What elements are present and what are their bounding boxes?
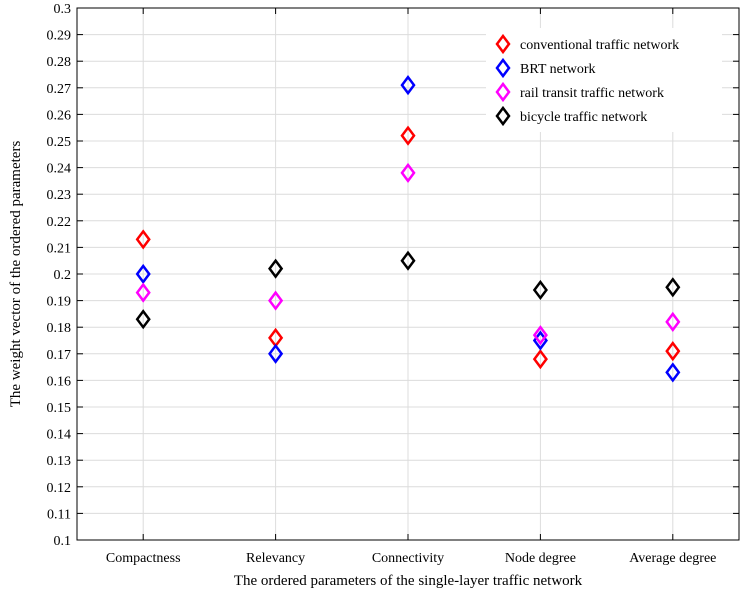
y-tick-label: 0.25 xyxy=(47,135,72,150)
legend-marker xyxy=(495,33,511,55)
y-tick-label: 0.15 xyxy=(47,401,72,416)
grid xyxy=(77,7,739,541)
legend-label: BRT network xyxy=(520,62,596,77)
x-axis: Compactness Relevancy Connectivity Node deg… xyxy=(106,8,716,566)
x-axis-label: The ordered parameters of the single-lay… xyxy=(234,573,583,589)
y-tick-label: 0.18 xyxy=(47,321,72,336)
y-tick-label: 0.26 xyxy=(47,108,72,123)
data-point xyxy=(400,250,416,271)
legend-marker xyxy=(495,57,511,79)
y-tick-label: 0.17 xyxy=(47,348,72,363)
y-tick-label: 0.3 xyxy=(54,2,72,17)
legend-label: bicycle traffic network xyxy=(520,110,647,125)
data-point xyxy=(268,258,284,279)
data-point xyxy=(135,263,151,285)
y-tick-label: 0.19 xyxy=(47,295,72,310)
legend-label: conventional traffic network xyxy=(520,38,679,53)
legend-box xyxy=(486,28,722,132)
data-point xyxy=(665,362,681,383)
y-tick-label: 0.14 xyxy=(47,428,72,443)
data-point xyxy=(532,325,548,346)
y-tick-label: 0.16 xyxy=(47,374,72,389)
data-point xyxy=(665,277,681,298)
data-point xyxy=(400,125,416,146)
data-point xyxy=(400,162,416,184)
data-point xyxy=(135,309,151,330)
x-tick-label: Connectivity xyxy=(372,551,444,566)
data-point xyxy=(268,343,284,364)
data-point xyxy=(532,349,548,370)
y-tick-label: 0.22 xyxy=(47,215,72,230)
data-point xyxy=(665,341,681,362)
y-tick-label: 0.11 xyxy=(47,507,71,522)
y-tick-label: 0.28 xyxy=(47,55,72,70)
legend: conventional traffic network BRT network r… xyxy=(486,28,722,132)
x-tick-label: Relevancy xyxy=(246,551,305,566)
data-point xyxy=(400,75,416,96)
y-tick-label: 0.29 xyxy=(47,29,72,44)
y-tick-label: 0.24 xyxy=(47,162,72,177)
data-point xyxy=(135,282,151,303)
y-axis: 0.1 0.11 0.12 0.13 0.14 0.15 0.16 0.17 0.18 0.19 0… xyxy=(47,2,739,549)
data-point xyxy=(135,229,151,250)
legend-label: rail transit traffic network xyxy=(520,86,664,101)
y-tick-label: 0.1 xyxy=(54,534,72,549)
data-point xyxy=(268,290,284,311)
x-tick-label: Node degree xyxy=(505,551,576,566)
y-tick-label: 0.2 xyxy=(54,268,72,283)
x-tick-label: Average degree xyxy=(629,551,716,566)
legend-marker xyxy=(495,81,511,103)
y-axis-label: The weight vector of the ordered paramet… xyxy=(8,141,24,408)
data-point xyxy=(532,279,548,301)
y-tick-label: 0.13 xyxy=(47,454,72,469)
y-tick-label: 0.12 xyxy=(47,481,72,496)
y-tick-label: 0.23 xyxy=(47,188,72,203)
y-tick-label: 0.21 xyxy=(47,241,72,256)
y-tick-label: 0.27 xyxy=(47,82,72,97)
legend-marker xyxy=(495,105,511,127)
x-tick-label: Compactness xyxy=(106,551,181,566)
data-markers xyxy=(135,75,681,383)
data-point xyxy=(665,311,681,332)
